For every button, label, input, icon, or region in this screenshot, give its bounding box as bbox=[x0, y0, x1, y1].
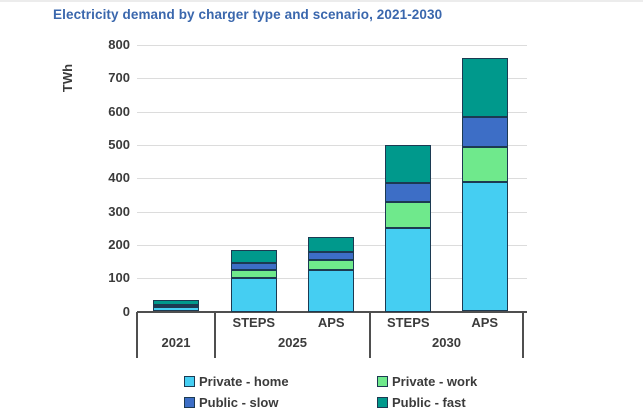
bar-segment-2030-aps-public-fast bbox=[461, 58, 508, 117]
x-scenario-label-2030-steps: STEPS bbox=[386, 315, 430, 330]
y-axis-label: TWh bbox=[60, 63, 75, 93]
x-scenario-label-2025-steps: STEPS bbox=[232, 315, 276, 330]
x-axis-divider-2 bbox=[369, 311, 371, 358]
bar-segment-2021-public-fast bbox=[153, 299, 199, 305]
bar-segment-2025-steps-private-work bbox=[230, 269, 277, 279]
gridline-500 bbox=[137, 144, 527, 146]
gridline-400 bbox=[137, 178, 527, 180]
bar-segment-2025-aps-private-home bbox=[308, 269, 355, 312]
bar-segment-2030-steps-private-work bbox=[385, 201, 432, 229]
legend-item-public-fast: Public - fast bbox=[377, 395, 466, 410]
x-axis-divider-1 bbox=[214, 311, 216, 358]
legend-item-private-home: Private - home bbox=[184, 374, 289, 389]
bar-segment-2030-steps-public-slow bbox=[385, 183, 432, 202]
bar-segment-2025-steps-public-fast bbox=[230, 249, 277, 264]
legend-swatch-public-fast bbox=[377, 397, 388, 408]
gridline-300 bbox=[137, 211, 527, 213]
bar-segment-2025-steps-private-home bbox=[230, 278, 277, 312]
legend-swatch-private-home bbox=[184, 376, 195, 387]
x-year-label-2030: 2030 bbox=[432, 335, 461, 350]
y-tick-500: 500 bbox=[108, 136, 130, 152]
gridline-600 bbox=[137, 111, 527, 113]
x-scenario-label-2030-aps: APS bbox=[471, 315, 499, 330]
x-scenario-label-2025-aps: APS bbox=[317, 315, 345, 330]
chart-title: Electricity demand by charger type and s… bbox=[53, 7, 443, 22]
y-tick-100: 100 bbox=[108, 270, 130, 286]
bar-segment-2025-aps-public-fast bbox=[308, 236, 355, 252]
legend-label: Private - work bbox=[392, 374, 478, 389]
y-tick-800: 800 bbox=[108, 37, 130, 52]
y-tick-0: 0 bbox=[122, 303, 130, 319]
x-year-label-2021: 2021 bbox=[161, 335, 191, 350]
bar-segment-2030-steps-public-fast bbox=[385, 144, 432, 184]
legend-item-public-slow: Public - slow bbox=[184, 395, 278, 410]
legend-swatch-public-slow bbox=[184, 397, 195, 408]
legend-swatch-private-work bbox=[377, 376, 388, 387]
bar-segment-2025-aps-public-slow bbox=[308, 251, 355, 260]
bar-segment-2021-public-slow bbox=[153, 304, 199, 307]
x-axis-line bbox=[137, 310, 527, 313]
gridline-700 bbox=[137, 78, 527, 80]
y-tick-200: 200 bbox=[108, 236, 130, 252]
gridline-800 bbox=[137, 45, 527, 46]
legend-item-private-work: Private - work bbox=[377, 374, 477, 389]
y-tick-700: 700 bbox=[108, 70, 130, 86]
bar-segment-2025-steps-public-slow bbox=[230, 263, 277, 270]
x-axis-divider-0 bbox=[136, 311, 138, 358]
y-tick-600: 600 bbox=[108, 103, 130, 119]
bar-segment-2030-aps-public-slow bbox=[461, 116, 508, 147]
bar-segment-2030-aps-private-home bbox=[461, 181, 508, 312]
screen-top-edge bbox=[0, 0, 643, 2]
x-year-label-2025: 2025 bbox=[278, 335, 307, 350]
y-tick-300: 300 bbox=[108, 203, 130, 219]
legend-label: Public - slow bbox=[199, 395, 279, 410]
y-tick-400: 400 bbox=[108, 170, 130, 186]
bar-segment-2030-steps-private-home bbox=[385, 228, 432, 312]
legend-label: Private - home bbox=[199, 374, 289, 389]
x-axis-divider-3 bbox=[522, 311, 524, 358]
legend-label: Public - fast bbox=[392, 395, 466, 410]
bar-segment-2025-aps-private-work bbox=[308, 259, 355, 270]
bar-segment-2030-aps-private-work bbox=[461, 146, 508, 182]
